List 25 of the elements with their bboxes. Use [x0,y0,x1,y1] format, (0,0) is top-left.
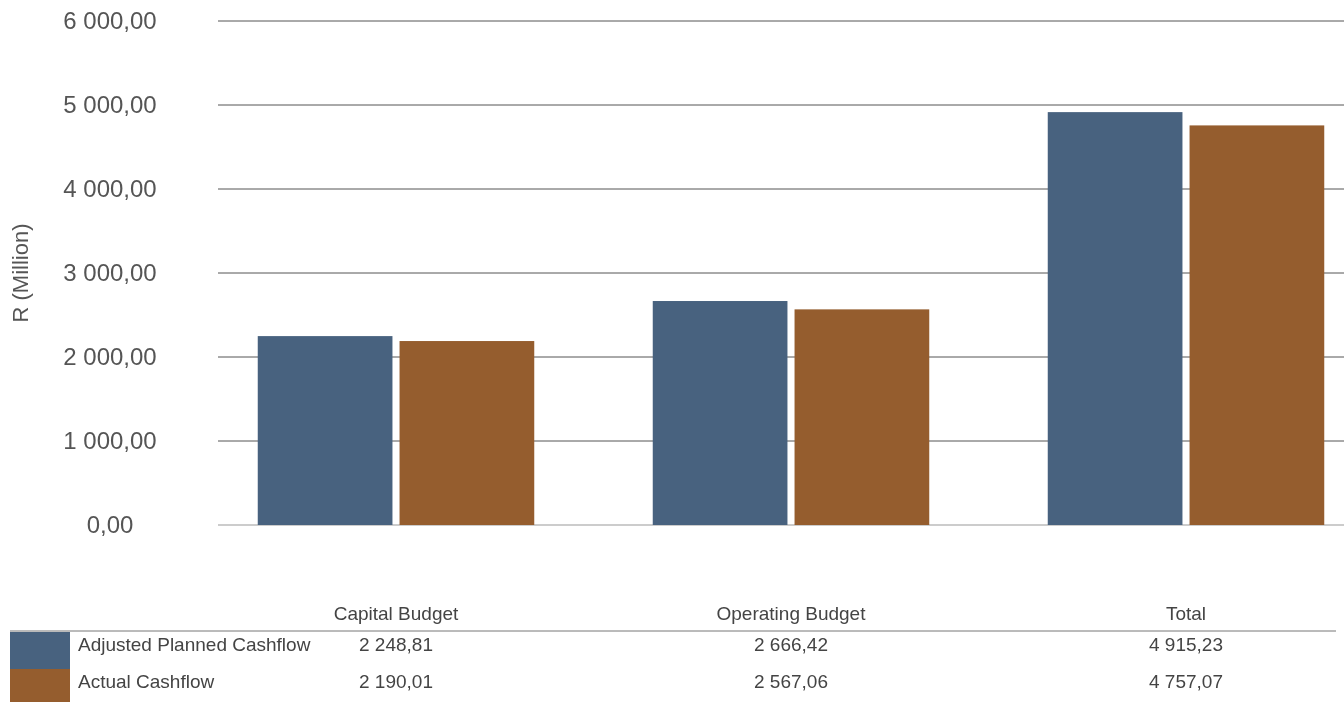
bar [257,336,393,525]
y-tick-label: 1 000,00 [63,427,157,455]
legend-label: Adjusted Planned Cashflow [78,634,311,655]
y-tick-label: 6 000,00 [63,7,157,35]
data-label: 4 757,07 [1149,671,1223,692]
bar [399,341,535,525]
bar [652,301,788,525]
y-tick-label: 2 000,00 [63,343,157,371]
y-axis-title: R (Million) [8,223,33,323]
data-label: 2 567,06 [754,671,828,692]
x-tick-label: Operating Budget [716,603,867,624]
data-label: 2 666,42 [754,634,828,655]
y-tick-label: 0,00 [86,511,134,539]
x-tick-label: Total [1165,603,1207,624]
y-tick-label: 5 000,00 [63,91,157,119]
data-label: 4 915,23 [1149,634,1223,655]
y-tick-label: 3 000,00 [63,259,157,287]
y-tick-label: 4 000,00 [63,175,157,203]
x-tick-label: Capital Budget [333,603,460,624]
data-label: 2 248,81 [359,634,433,655]
data-label: 2 190,01 [359,671,433,692]
bar [1189,125,1325,525]
bar [794,309,930,525]
bar [1047,112,1183,525]
legend-label: Actual Cashflow [78,671,215,692]
